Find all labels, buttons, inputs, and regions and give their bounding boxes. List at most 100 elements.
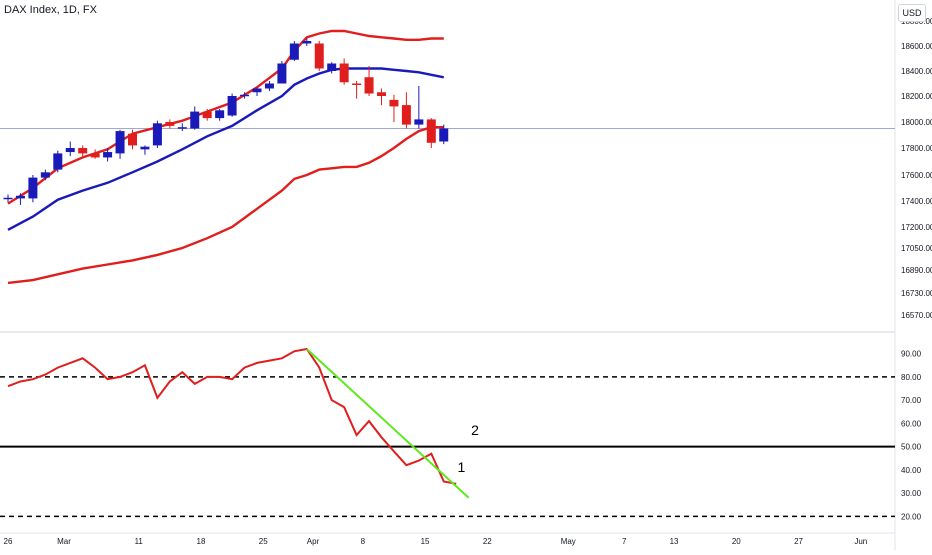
rsi-tick-label: 80.00 <box>901 373 922 382</box>
candle <box>302 38 312 46</box>
candle <box>165 119 175 129</box>
candle-body <box>277 63 287 84</box>
price-tick-label: 17400.00 <box>901 197 932 206</box>
time-tick-label: 13 <box>670 537 679 546</box>
candle <box>177 123 187 132</box>
time-tick-label: 27 <box>794 537 803 546</box>
time-tick-label: 20 <box>732 537 741 546</box>
candle <box>215 109 225 121</box>
candle-body <box>264 83 274 89</box>
candle-body <box>302 41 312 44</box>
candle <box>15 193 25 205</box>
time-tick-label: 22 <box>483 537 492 546</box>
time-tick-label: Mar <box>57 537 71 546</box>
rsi-tick-label: 60.00 <box>901 419 922 428</box>
rsi-tick-label: 20.00 <box>901 512 922 521</box>
price-tick-label: 18600.00 <box>901 42 932 51</box>
rsi-tick-label: 40.00 <box>901 466 922 475</box>
rsi-annotation: 2 <box>471 422 479 438</box>
candle-body <box>401 105 411 125</box>
candle-body <box>414 119 424 125</box>
currency-button[interactable]: USD <box>898 4 926 22</box>
candle-body <box>215 110 225 119</box>
candle <box>364 66 374 96</box>
candle <box>202 109 212 121</box>
candle-body <box>377 92 386 96</box>
candle <box>389 94 399 122</box>
price-tick-label: 18400.00 <box>901 67 932 76</box>
candle <box>240 92 250 99</box>
candle-body <box>152 123 162 146</box>
candle-body <box>115 131 125 154</box>
time-tick-label: May <box>561 537 576 546</box>
candle-body <box>389 99 399 107</box>
time-tick-label: 15 <box>421 537 430 546</box>
candle-body <box>439 128 449 142</box>
rsi-trendline <box>306 348 470 499</box>
candle <box>103 148 113 162</box>
candle-body <box>78 148 88 154</box>
price-tick-label: 17800.00 <box>901 144 932 153</box>
rsi-line <box>7 347 457 485</box>
upper-band-line <box>7 29 444 205</box>
candle-body <box>352 83 362 85</box>
candle <box>314 41 324 71</box>
candle <box>252 87 262 96</box>
time-tick-label: 26 <box>4 537 13 546</box>
chart-title: DAX Index, 1D, FX <box>4 4 97 16</box>
candle <box>128 129 137 150</box>
time-tick-label: 11 <box>135 537 144 546</box>
candle <box>352 81 362 99</box>
price-tick-label: 18200.00 <box>901 92 932 101</box>
candle-body <box>65 148 75 153</box>
rsi-tick-label: 90.00 <box>901 350 922 359</box>
candle-body <box>227 96 237 116</box>
candle <box>140 145 150 155</box>
rsi-tick-label: 30.00 <box>901 489 922 498</box>
time-tick-label: Jun <box>854 537 867 546</box>
candle <box>53 150 63 173</box>
candle <box>327 62 337 74</box>
time-tick-label: Apr <box>307 537 320 546</box>
candle <box>414 86 424 129</box>
price-tick-label: 17050.00 <box>901 244 932 253</box>
candle <box>40 169 50 181</box>
price-tick-label: 16890.00 <box>901 266 932 275</box>
candle <box>289 41 299 61</box>
candle-body <box>90 153 100 158</box>
candle-body <box>190 111 200 129</box>
rsi-tick-label: 70.00 <box>901 396 922 405</box>
price-tick-label: 16570.00 <box>901 311 932 320</box>
candle-body <box>140 146 150 150</box>
candle-body <box>339 63 349 83</box>
lower-band-line <box>7 126 444 285</box>
middle-band-line <box>7 67 445 231</box>
candle-body <box>289 43 299 60</box>
candle <box>277 61 287 84</box>
candle <box>227 93 237 117</box>
candle-body <box>240 94 250 97</box>
candle-body <box>40 172 50 178</box>
candle <box>426 118 436 148</box>
candle-body <box>202 111 212 119</box>
candle <box>339 58 349 85</box>
price-tick-label: 17600.00 <box>901 171 932 180</box>
time-tick-label: 18 <box>197 537 206 546</box>
rsi-tick-label: 50.00 <box>901 443 922 452</box>
rsi-annotation: 1 <box>457 459 465 475</box>
candle <box>3 194 13 203</box>
candle <box>78 145 88 157</box>
candle-body <box>252 88 262 93</box>
candle <box>439 124 449 145</box>
candle-body <box>327 63 337 71</box>
candle <box>401 92 411 129</box>
candle-body <box>53 153 63 170</box>
candle-body <box>426 119 436 143</box>
candle <box>115 129 125 159</box>
candle <box>65 141 75 157</box>
time-tick-label: 8 <box>361 537 366 546</box>
candle <box>152 120 162 148</box>
candle-body <box>15 195 25 199</box>
